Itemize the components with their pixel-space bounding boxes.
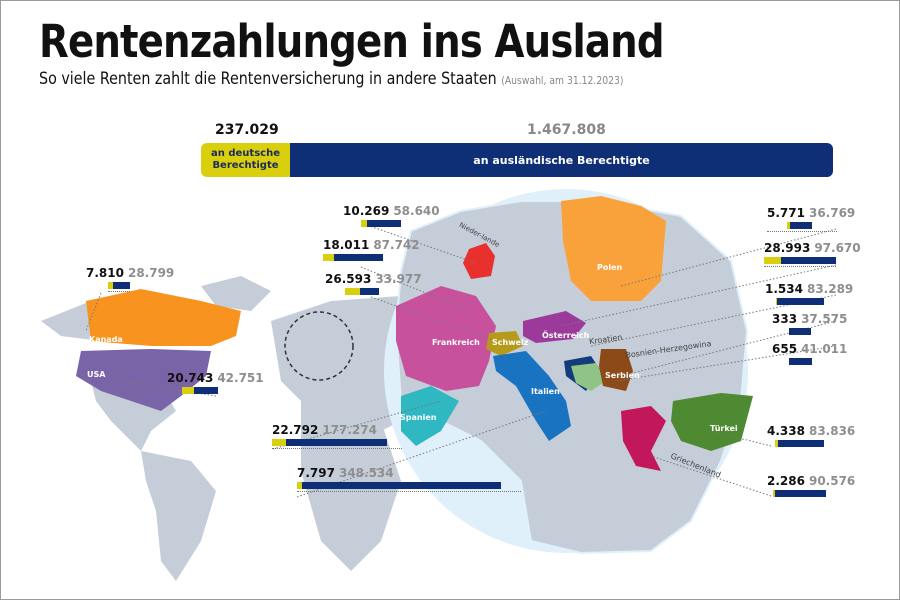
poland-shape bbox=[561, 196, 666, 301]
stat-foreign-value: 37.575 bbox=[801, 312, 848, 326]
stat-tuerkei: 4.338 83.836 bbox=[767, 424, 855, 447]
stat-de-value: 10.269 bbox=[343, 204, 390, 218]
german-label-line2: Berechtigte bbox=[212, 160, 279, 171]
stat-foreign-value: 97.670 bbox=[814, 241, 861, 255]
stat-niederlande: 10.269 58.640 bbox=[343, 204, 440, 227]
stat-griechenland: 2.286 90.576 bbox=[767, 474, 855, 497]
page-subtitle: So viele Renten zahlt die Rentenversiche… bbox=[39, 69, 623, 89]
stat-de-value: 1.534 bbox=[765, 282, 803, 296]
stat-italien: 7.797 348.534 bbox=[297, 466, 521, 492]
subtitle-text: So viele Renten zahlt die Rentenversiche… bbox=[39, 69, 497, 89]
stat-de-value: 7.810 bbox=[86, 266, 124, 280]
stat-foreign-value: 83.289 bbox=[806, 282, 854, 296]
usa-shape bbox=[76, 349, 211, 411]
stat-de-value: 2.286 bbox=[767, 474, 805, 488]
map-label-schweiz: Schweiz bbox=[492, 338, 529, 347]
stat-de-value: 333 bbox=[772, 312, 798, 326]
stat-foreign-value: 58.640 bbox=[393, 204, 440, 218]
stat-de-value: 4.338 bbox=[767, 424, 805, 438]
map-label-polen: Polen bbox=[597, 263, 623, 272]
stat-foreign-value: 33.977 bbox=[375, 272, 422, 286]
stat-foreign-value: 28.799 bbox=[127, 266, 175, 280]
stat-foreign-value: 87.742 bbox=[373, 238, 420, 252]
total-german-value: 237.029 bbox=[215, 122, 279, 138]
stat-frankreich: 18.011 87.742 bbox=[323, 238, 420, 261]
stat-de-value: 26.593 bbox=[325, 272, 372, 286]
switzerland-shape bbox=[486, 331, 523, 356]
stat-foreign-value: 41.011 bbox=[801, 342, 848, 356]
bosnia-shape bbox=[571, 363, 606, 391]
page-title: Rentenzahlungen ins Ausland bbox=[39, 15, 665, 68]
map-label-tuerkei: Türkei bbox=[710, 424, 738, 433]
total-stacked-bar: an deutsche Berechtigte an ausländische B… bbox=[201, 143, 833, 177]
stat-oesterreich: 28.993 97.670 bbox=[764, 241, 861, 267]
map-label-oesterreich: Österreich bbox=[542, 331, 590, 340]
total-german-segment: an deutsche Berechtigte bbox=[201, 143, 290, 177]
stat-de-value: 18.011 bbox=[323, 238, 370, 252]
canada-shape bbox=[86, 289, 241, 346]
italy-shape bbox=[493, 351, 571, 441]
stat-foreign-value: 42.751 bbox=[217, 371, 264, 385]
stat-serbien: 655 41.011 bbox=[772, 342, 847, 365]
stat-de-value: 655 bbox=[772, 342, 798, 356]
stat-foreign-value: 348.534 bbox=[338, 466, 394, 480]
map-label-spanien: Spanien bbox=[400, 413, 437, 422]
stat-polen: 5.771 36.769 bbox=[767, 206, 855, 232]
austria-shape bbox=[523, 311, 586, 343]
total-foreign-value: 1.467.808 bbox=[527, 122, 606, 138]
serbia-shape bbox=[599, 349, 633, 391]
total-foreign-segment: an ausländische Berechtigte bbox=[290, 143, 833, 177]
map-label-serbien: Serbien bbox=[605, 371, 640, 380]
map-label-italien: Italien bbox=[531, 387, 560, 396]
stat-bosnien: 333 37.575 bbox=[772, 312, 847, 335]
stat-de-value: 5.771 bbox=[767, 206, 805, 220]
german-label-line1: an deutsche bbox=[211, 148, 280, 159]
stat-de-value: 7.797 bbox=[297, 466, 335, 480]
stat-foreign-value: 36.769 bbox=[808, 206, 856, 220]
france-shape bbox=[396, 286, 496, 391]
stat-de-value: 22.792 bbox=[272, 423, 319, 437]
stat-de-value: 28.993 bbox=[764, 241, 811, 255]
stat-foreign-value: 90.576 bbox=[808, 474, 856, 488]
stat-de-value: 20.743 bbox=[167, 371, 214, 385]
stat-schweiz: 26.593 33.977 bbox=[325, 272, 422, 295]
stat-spanien: 22.792 177.274 bbox=[272, 423, 402, 449]
stat-kroatien: 1.534 83.289 bbox=[765, 282, 853, 305]
map-label-kanada: Kanada bbox=[89, 335, 123, 344]
subtitle-note: (Auswahl, am 31.12.2023) bbox=[501, 74, 624, 87]
spain-shape bbox=[401, 386, 459, 446]
map-label-usa: USA bbox=[87, 370, 106, 379]
stat-usa: 20.743 42.751 bbox=[167, 371, 264, 394]
netherlands-shape bbox=[463, 243, 495, 279]
stat-foreign-value: 177.274 bbox=[322, 423, 377, 437]
map-label-frankreich: Frankreich bbox=[432, 338, 480, 347]
stat-kanada: 7.810 28.799 bbox=[86, 266, 174, 292]
stat-foreign-value: 83.836 bbox=[808, 424, 856, 438]
greece-shape bbox=[621, 406, 666, 471]
europe-zoom-indicator bbox=[284, 311, 354, 381]
